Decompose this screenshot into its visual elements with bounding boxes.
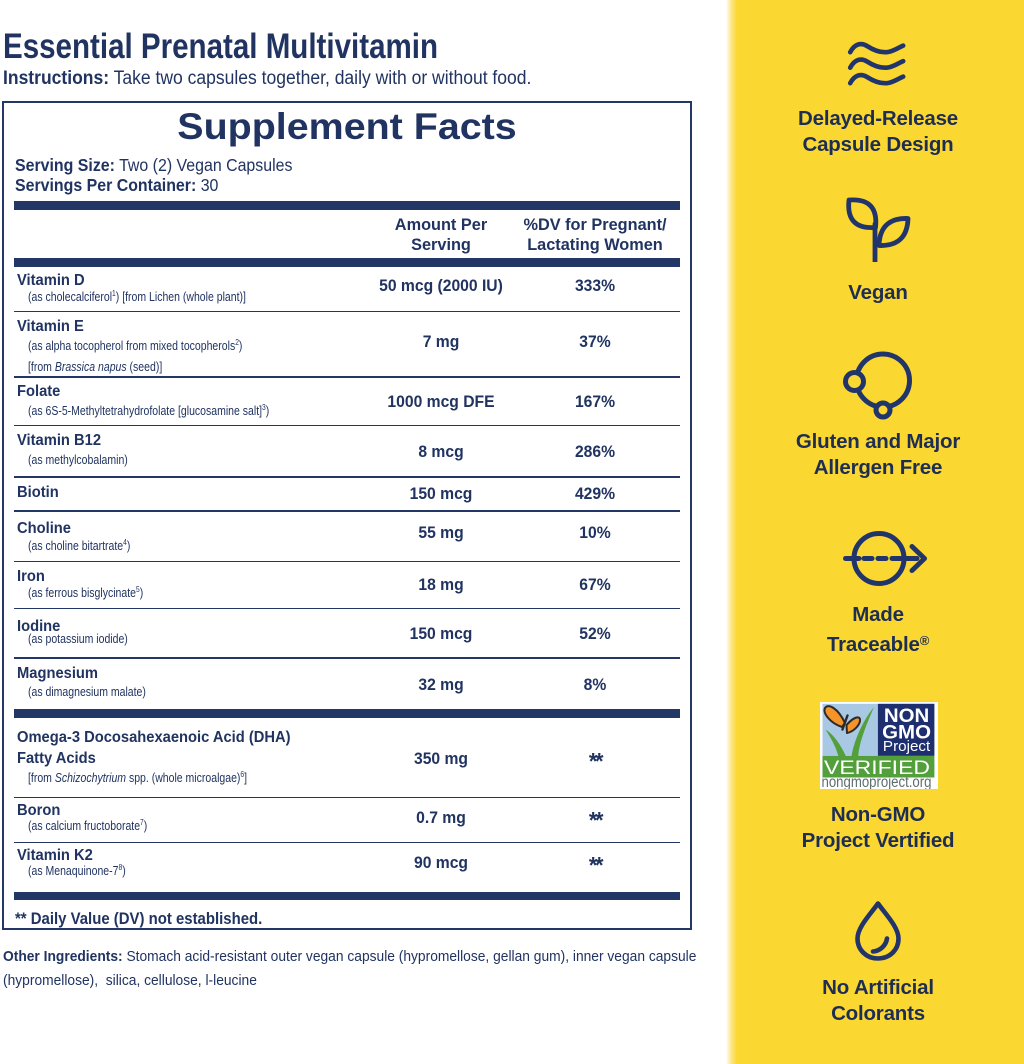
svg-text:nongmoproject.org: nongmoproject.org [822,774,932,789]
svg-text:NON: NON [884,706,929,727]
svg-text:GMO: GMO [882,722,931,743]
svg-text:VERIFIED: VERIFIED [824,757,930,779]
svg-text:Project: Project [883,739,930,755]
